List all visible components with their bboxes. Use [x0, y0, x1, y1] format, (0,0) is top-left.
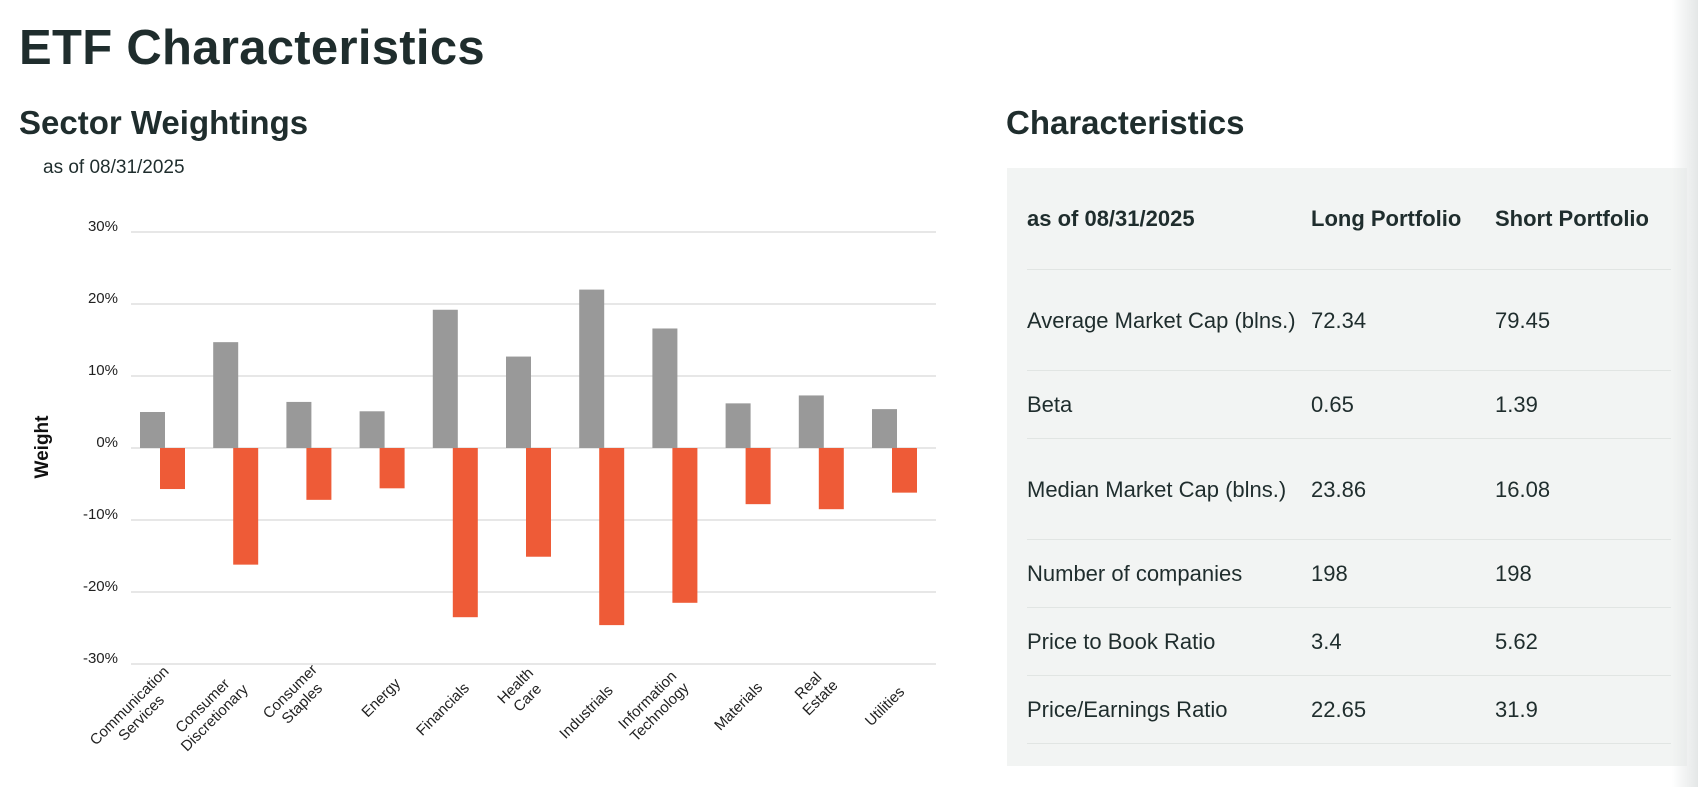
short-bar [526, 448, 551, 557]
x-category-label: CommunicationServices [87, 663, 185, 761]
row-label: Number of companies [1027, 539, 1311, 608]
header-long-portfolio: Long Portfolio [1311, 168, 1495, 270]
characteristics-panel: as of 08/31/2025 Long Portfolio Short Po… [1007, 168, 1687, 766]
y-tick-label: -30% [83, 650, 118, 667]
short-bar [672, 448, 698, 603]
short-bar [306, 448, 332, 500]
page-edge-shadow [1672, 0, 1698, 787]
x-category-line: Financials [413, 680, 473, 740]
characteristics-title: Characteristics [1006, 104, 1245, 141]
row-long-value: 23.86 [1311, 438, 1495, 540]
table-row: Price to Book Ratio 3.4 5.62 [1027, 607, 1671, 676]
long-bar [506, 356, 531, 448]
row-long-value: 72.34 [1311, 269, 1495, 371]
table-header-row: as of 08/31/2025 Long Portfolio Short Po… [1027, 168, 1671, 270]
x-category-line: Industrials [556, 682, 616, 742]
x-category-line: Energy [358, 675, 404, 721]
characteristics-table: as of 08/31/2025 Long Portfolio Short Po… [1027, 168, 1671, 744]
short-bar [379, 448, 405, 489]
x-category-text: InformationTechnology [615, 667, 693, 745]
row-long-value: 0.65 [1311, 370, 1495, 439]
row-label: Median Market Cap (blns.) [1027, 438, 1311, 540]
short-bar [818, 448, 844, 510]
row-long-value: 198 [1311, 539, 1495, 608]
long-bar [579, 289, 605, 448]
short-bar [599, 448, 625, 626]
y-axis-label: Weight [32, 415, 53, 479]
y-tick-label: -20% [83, 578, 118, 595]
short-bar [233, 448, 259, 565]
table-row: Number of companies 198 198 [1027, 539, 1671, 608]
x-category-label: Utilities [862, 683, 908, 729]
row-long-value: 3.4 [1311, 607, 1495, 676]
x-category-text: HealthCare [494, 665, 549, 720]
x-category-text: CommunicationServices [87, 663, 185, 761]
y-tick-label: -10% [83, 506, 118, 523]
row-label: Price to Book Ratio [1027, 607, 1311, 676]
sector-weightings-chart: 30% 20% 10% 0% -10% -20% -30% CommunicationSer… [32, 218, 936, 761]
long-bar [432, 309, 458, 448]
y-tick-label: 0% [96, 434, 118, 451]
x-category-label: InformationTechnology [615, 667, 693, 745]
row-short-value: 16.08 [1495, 438, 1671, 540]
x-axis-categories: CommunicationServices ConsumerDiscretiona… [87, 661, 908, 761]
row-short-value: 31.9 [1495, 675, 1671, 744]
table-row: Median Market Cap (blns.) 23.86 16.08 [1027, 438, 1671, 540]
x-category-label: ConsumerDiscretionary [166, 669, 252, 755]
row-label: Beta [1027, 370, 1311, 439]
x-category-text: RealEstate [787, 665, 841, 719]
long-bar [213, 342, 239, 448]
x-category-text: ConsumerDiscretionary [166, 669, 252, 755]
sector-weightings-title: Sector Weightings [19, 104, 309, 141]
chart-bars [140, 289, 917, 626]
x-category-text: ConsumerStaples [260, 661, 333, 734]
x-category-label: Financials [413, 680, 473, 740]
long-bar [286, 401, 312, 448]
y-tick-label: 30% [88, 218, 118, 235]
short-bar [160, 448, 185, 490]
x-category-text: Financials [413, 680, 473, 740]
sector-as-of-date: as of 08/31/2025 [43, 157, 185, 178]
long-bar [359, 411, 385, 448]
x-category-text: Energy [358, 675, 404, 721]
x-category-label: Energy [358, 675, 404, 721]
x-category-text: Utilities [862, 683, 908, 729]
x-category-label: Industrials [556, 682, 616, 742]
table-row: Price/Earnings Ratio 22.65 31.9 [1027, 675, 1671, 744]
row-short-value: 198 [1495, 539, 1671, 608]
x-category-text: Materials [711, 679, 766, 734]
long-bar [798, 395, 824, 448]
row-short-value: 1.39 [1495, 370, 1671, 439]
long-bar [140, 412, 165, 448]
y-tick-label: 10% [88, 362, 118, 379]
header-as-of: as of 08/31/2025 [1027, 168, 1311, 270]
long-bar [725, 403, 751, 448]
x-category-line: Materials [711, 679, 766, 734]
x-category-label: RealEstate [787, 665, 841, 719]
x-category-label: HealthCare [494, 665, 549, 720]
y-tick-label: 20% [88, 290, 118, 307]
short-bar [892, 448, 917, 493]
x-category-line: Utilities [862, 683, 908, 729]
row-short-value: 79.45 [1495, 269, 1671, 371]
table-row: Average Market Cap (blns.) 72.34 79.45 [1027, 269, 1671, 371]
x-category-label: Materials [711, 679, 766, 734]
page-title: ETF Characteristics [19, 21, 485, 75]
short-bar [745, 448, 771, 505]
table-row: Beta 0.65 1.39 [1027, 370, 1671, 439]
header-short-portfolio: Short Portfolio [1495, 168, 1671, 270]
long-bar [872, 409, 897, 448]
x-category-text: Industrials [556, 682, 616, 742]
y-axis-ticks: 30% 20% 10% 0% -10% -20% -30% [83, 218, 118, 667]
long-bar [652, 328, 678, 448]
row-label: Price/Earnings Ratio [1027, 675, 1311, 744]
short-bar [452, 448, 478, 618]
row-short-value: 5.62 [1495, 607, 1671, 676]
x-category-label: ConsumerStaples [260, 661, 333, 734]
row-long-value: 22.65 [1311, 675, 1495, 744]
row-label: Average Market Cap (blns.) [1027, 269, 1311, 371]
